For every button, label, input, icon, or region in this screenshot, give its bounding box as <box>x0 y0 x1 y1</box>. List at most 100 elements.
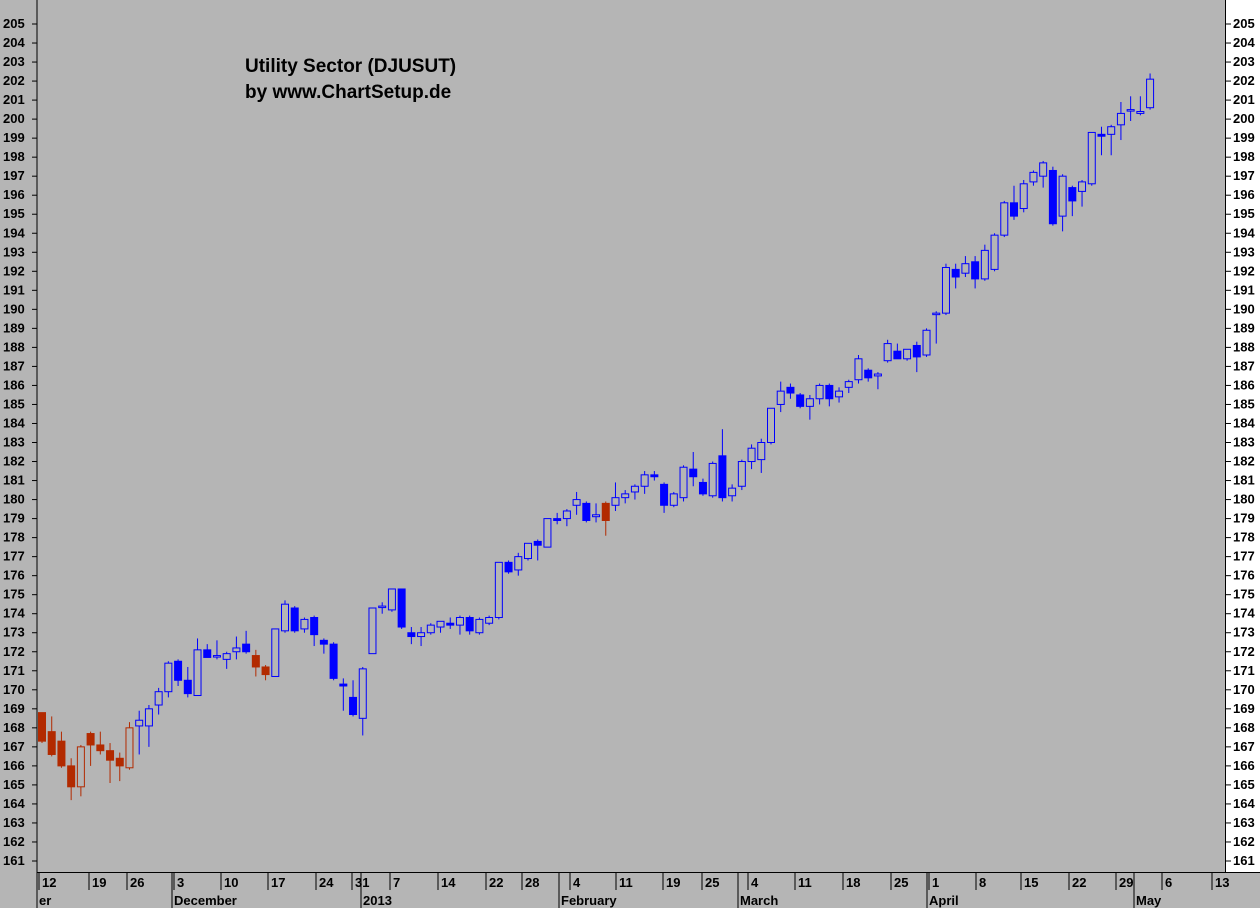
candle <box>193 638 202 697</box>
candle-body <box>1029 171 1038 183</box>
candle <box>601 501 610 536</box>
candle-body <box>436 620 445 628</box>
candle <box>417 627 426 647</box>
candle-body <box>193 649 202 697</box>
candle <box>932 311 941 344</box>
left-tick-label: 174 <box>3 606 25 621</box>
candle-body <box>767 407 775 444</box>
candle-body <box>174 660 183 681</box>
candle-body <box>1048 169 1057 225</box>
x-day-label: 24 <box>319 875 334 890</box>
x-day-label: 4 <box>573 875 581 890</box>
candle-body <box>903 348 912 360</box>
right-tick-label: 176 <box>1233 568 1255 583</box>
candle <box>611 482 620 511</box>
candle-body <box>951 268 960 278</box>
candle <box>300 617 309 633</box>
candle-body <box>553 518 562 521</box>
candle-body <box>572 499 581 506</box>
candle-body <box>455 617 464 626</box>
candle <box>747 444 756 470</box>
candle <box>1097 126 1106 156</box>
candle <box>261 665 270 681</box>
x-day-label: 10 <box>224 875 238 890</box>
right-tick-label: 169 <box>1233 701 1255 716</box>
candle <box>339 678 348 711</box>
candle <box>290 606 299 633</box>
candle-body <box>893 350 902 360</box>
candle-body <box>349 696 358 716</box>
left-tick-label: 194 <box>3 225 25 240</box>
right-tick-label: 167 <box>1233 739 1255 754</box>
right-y-axis: 161 162 163 164 165 166 167 168 169 170 171 172 173 1… <box>1226 16 1255 868</box>
candle-body <box>1010 202 1018 217</box>
candle-body <box>261 666 270 676</box>
x-day-label: 15 <box>1024 875 1038 890</box>
left-tick-label: 201 <box>3 92 25 107</box>
candle-body <box>426 624 435 634</box>
left-tick-label: 173 <box>3 625 25 640</box>
right-tick-label: 165 <box>1233 777 1255 792</box>
left-tick-label: 180 <box>3 492 25 507</box>
x-month-label: March <box>740 893 778 908</box>
candle <box>1000 200 1009 238</box>
x-day-label: 25 <box>705 875 719 890</box>
candle <box>358 666 367 736</box>
right-tick-label: 189 <box>1233 320 1255 335</box>
left-tick-label: 184 <box>3 415 25 430</box>
left-tick-label: 198 <box>3 149 25 164</box>
right-tick-label: 184 <box>1233 415 1255 430</box>
candle-body <box>630 485 639 493</box>
right-tick-label: 183 <box>1233 435 1255 450</box>
candle <box>903 348 912 361</box>
candle-body <box>922 329 931 356</box>
candle <box>698 478 707 496</box>
candle <box>222 651 231 669</box>
candle <box>485 615 494 626</box>
left-tick-label: 205 <box>3 16 25 31</box>
candle-body <box>660 483 669 506</box>
candle <box>67 758 76 801</box>
right-tick-label: 181 <box>1233 473 1255 488</box>
left-tick-label: 178 <box>3 530 25 545</box>
right-tick-label: 195 <box>1233 206 1255 221</box>
candle <box>1039 160 1048 188</box>
x-month-label: 2013 <box>363 893 392 908</box>
candle <box>883 339 892 363</box>
right-tick-label: 161 <box>1233 853 1255 868</box>
candle-body <box>1126 109 1135 112</box>
candle <box>378 602 387 614</box>
x-day-label: 17 <box>271 875 285 890</box>
candle <box>251 649 260 677</box>
candle <box>387 588 396 612</box>
candle <box>426 623 435 635</box>
candle <box>455 615 464 635</box>
left-tick-label: 197 <box>3 168 25 183</box>
candle-body <box>368 607 377 655</box>
candle <box>533 539 542 561</box>
candle-body <box>776 390 785 405</box>
candle <box>310 615 319 647</box>
candle-body <box>562 510 571 520</box>
candle-body <box>669 493 678 506</box>
candle <box>767 407 775 445</box>
candle-body <box>1078 181 1087 192</box>
candle-body <box>689 468 698 478</box>
candle <box>951 263 960 289</box>
candle-body <box>281 603 289 632</box>
left-tick-label: 167 <box>3 739 25 754</box>
candle <box>319 638 328 654</box>
right-tick-label: 182 <box>1233 454 1255 469</box>
candle <box>786 383 795 399</box>
candle <box>144 705 153 747</box>
candle <box>281 600 289 633</box>
left-tick-label: 204 <box>3 35 25 50</box>
candle <box>582 501 591 523</box>
x-day-label: 8 <box>979 875 986 890</box>
candle <box>835 387 844 403</box>
left-tick-label: 181 <box>3 473 25 488</box>
right-tick-label: 174 <box>1233 606 1255 621</box>
candle-body <box>242 643 251 653</box>
right-tick-label: 178 <box>1233 530 1255 545</box>
